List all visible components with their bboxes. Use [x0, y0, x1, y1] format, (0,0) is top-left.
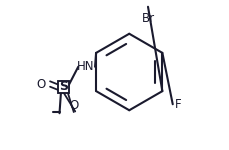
- Text: HN: HN: [77, 60, 94, 73]
- Text: F: F: [174, 98, 181, 111]
- Text: O: O: [70, 99, 79, 112]
- Text: O: O: [37, 78, 46, 90]
- FancyBboxPatch shape: [57, 81, 69, 93]
- Text: S: S: [58, 81, 68, 93]
- Text: Br: Br: [141, 12, 154, 25]
